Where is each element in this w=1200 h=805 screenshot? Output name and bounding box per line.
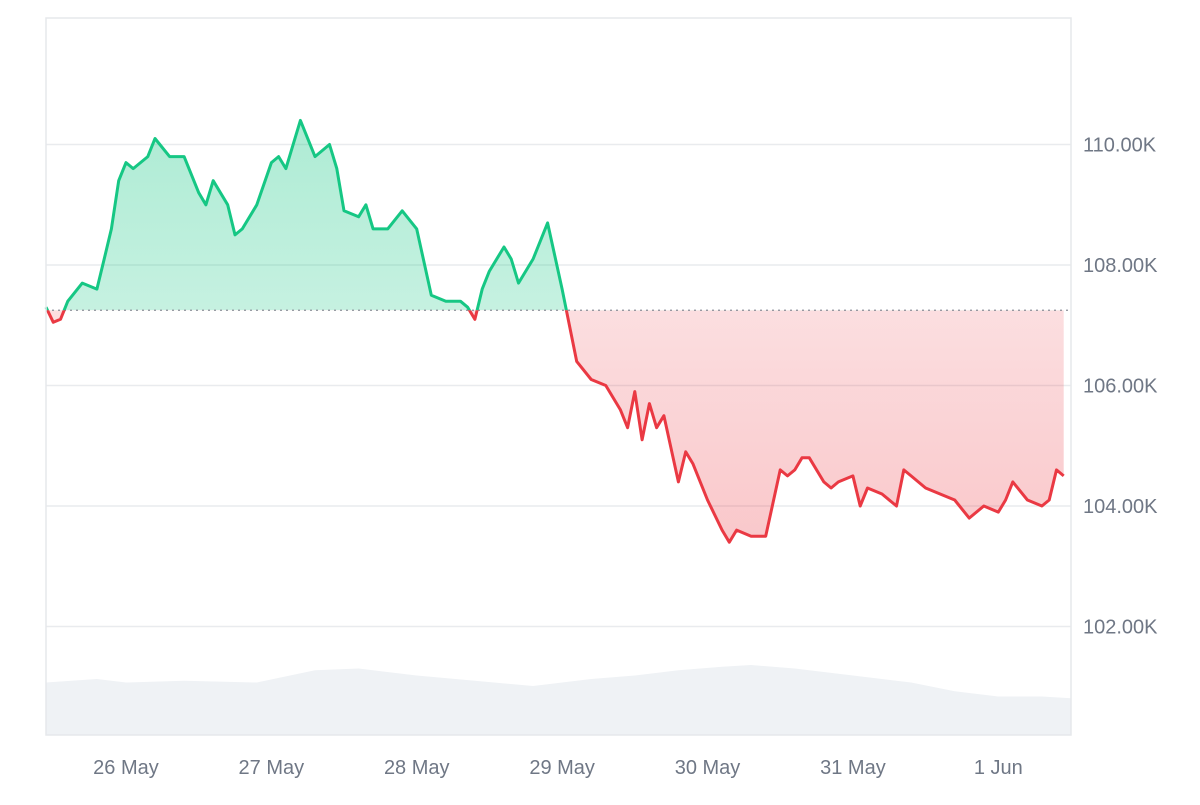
- plot-frame: [45, 17, 1072, 736]
- volume-area: [46, 665, 1071, 735]
- fill-above-baseline: [46, 120, 1064, 311]
- volume-area-shape: [46, 665, 1071, 735]
- y-tick-label: 106.00K: [1083, 376, 1158, 398]
- x-tick-label: 27 May: [239, 757, 305, 779]
- y-tick-label: 104.00K: [1083, 496, 1158, 518]
- y-axis: 102.00K 104.00K 106.00K 108.00K 110.00K: [1083, 135, 1158, 639]
- y-tick-label: 102.00K: [1083, 617, 1158, 639]
- price-line: [44, 118, 1065, 544]
- price-fill: [46, 120, 1064, 543]
- x-axis: 26 May 27 May 28 May 29 May 30 May 31 May 1 Ju…: [93, 757, 1023, 779]
- x-tick-label: 30 May: [675, 757, 741, 779]
- x-tick-label: 29 May: [529, 757, 595, 779]
- x-tick-label: 26 May: [93, 757, 159, 779]
- fill-below-baseline: [47, 310, 1064, 543]
- x-tick-label: 28 May: [384, 757, 450, 779]
- x-tick-label: 31 May: [820, 757, 886, 779]
- price-line-up: [44, 118, 568, 311]
- x-tick-label: 1 Jun: [974, 757, 1023, 779]
- y-tick-label: 108.00K: [1083, 255, 1158, 277]
- y-tick-label: 110.00K: [1083, 135, 1157, 157]
- price-line-down: [45, 310, 1065, 544]
